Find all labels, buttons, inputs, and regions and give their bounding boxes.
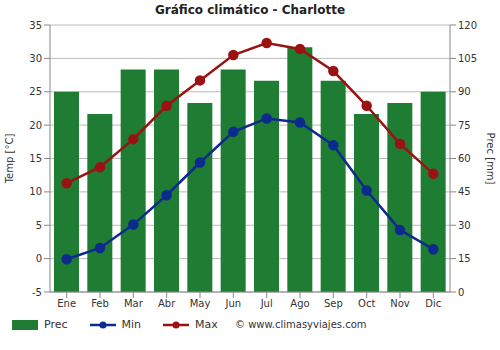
svg-text:Oct: Oct [358,298,375,309]
svg-text:10: 10 [29,186,42,197]
svg-text:120: 120 [458,20,477,31]
html-text:© www.climasyviajes.com: © www.climasyviajes.com [235,319,367,330]
svg-text:15: 15 [458,253,471,264]
svg-text:Feb: Feb [91,298,109,309]
html-text:Prec: Prec [44,318,68,331]
svg-text:Sep: Sep [324,298,343,309]
svg-text:15: 15 [29,153,42,164]
svg-text:Nov: Nov [390,298,410,309]
svg-text:90: 90 [458,86,471,97]
svg-text:Jul: Jul [260,298,273,309]
svg-text:0: 0 [36,253,42,264]
svg-text:Ago: Ago [290,298,309,309]
svg-text:25: 25 [29,86,42,97]
svg-text:75: 75 [458,120,471,131]
svg-text:Ene: Ene [57,298,76,309]
svg-text:5: 5 [36,220,42,231]
svg-text:Mar: Mar [124,298,144,309]
svg-text:30: 30 [29,53,42,64]
svg-text:Abr: Abr [158,298,176,309]
svg-text:35: 35 [29,20,42,31]
svg-text:Dic: Dic [425,298,441,309]
svg-text:105: 105 [458,53,477,64]
svg-text:45: 45 [458,186,471,197]
svg-text:Temp [°C]: Temp [°C] [8,134,15,185]
svg-text:20: 20 [29,120,42,131]
svg-text:Prec [mm]: Prec [mm] [485,133,492,185]
svg-text:0: 0 [458,287,464,298]
html-text:Gráfico climático - Charlotte: Gráfico climático - Charlotte [154,3,346,17]
svg-text:30: 30 [458,220,471,231]
svg-text:May: May [190,298,211,309]
svg-text:60: 60 [458,153,471,164]
svg-text:Jun: Jun [225,298,242,309]
html-text:Max: Max [195,318,218,331]
svg-text:-5: -5 [32,287,42,298]
html-text:Min: Min [121,318,142,331]
